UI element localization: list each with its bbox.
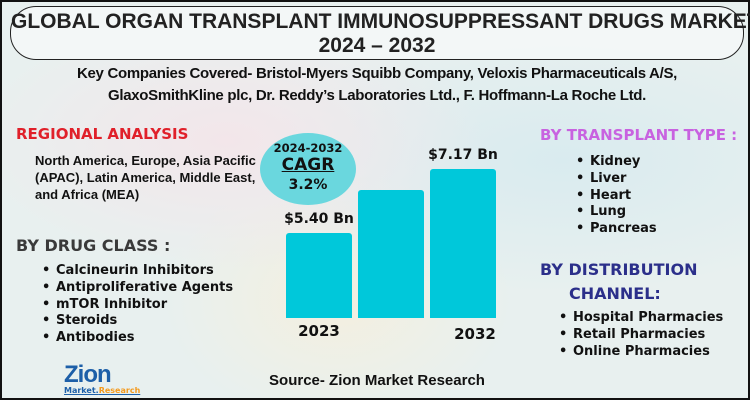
x-tick-label: 2023 xyxy=(298,322,340,340)
transplant-type-list: Kidney Liver Heart Lung Pancreas xyxy=(576,154,657,238)
title-line2: 2024 – 2032 xyxy=(318,34,436,57)
zion-logo: Zion Market.Research xyxy=(64,361,140,398)
logo-subtitle: Market.Research xyxy=(64,386,140,395)
list-item: Kidney xyxy=(576,154,657,171)
list-item: Retail Pharmacies xyxy=(559,327,723,344)
drug-class-list: Calcineurin Inhibitors Antiproliferative… xyxy=(42,263,233,347)
logo-name: Zion xyxy=(64,361,112,388)
transplant-type-heading: BY TRANSPLANT TYPE : xyxy=(540,126,738,144)
bar-mid xyxy=(358,189,424,318)
companies-line2: GlaxoSmithKline plc, Dr. Reddy’s Laborat… xyxy=(107,87,647,104)
bar-2032 xyxy=(430,169,496,318)
companies-line1: Key Companies Covered- Bristol-Myers Squ… xyxy=(76,65,678,82)
drug-class-heading: BY DRUG CLASS : xyxy=(16,236,171,255)
bar-value-label: $7.17 Bn xyxy=(428,147,498,163)
distribution-heading-line1: BY DISTRIBUTION xyxy=(540,260,698,279)
bar-value-label: $5.40 Bn xyxy=(284,211,354,227)
cagr-value: 3.2% xyxy=(288,177,328,193)
list-item: Heart xyxy=(576,188,657,205)
bar-2023 xyxy=(286,233,352,318)
distribution-heading: BY DISTRIBUTION CHANNEL: xyxy=(540,258,697,306)
list-item: Lung xyxy=(576,204,657,221)
regional-text: North America, Europe, Asia Pacific (APA… xyxy=(35,153,256,202)
list-item: Hospital Pharmacies xyxy=(559,310,723,327)
title-line1: GLOBAL ORGAN TRANSPLANT IMMUNOSUPPRESSAN… xyxy=(11,10,750,33)
cagr-badge: 2024-2032 CAGR 3.2% xyxy=(260,133,356,205)
key-companies: Key Companies Covered- Bristol-Myers Squ… xyxy=(2,63,750,107)
list-item: Pancreas xyxy=(576,221,657,238)
list-item: Steroids xyxy=(42,313,233,330)
logo-sub1: Market. xyxy=(64,386,99,395)
title-box: GLOBAL ORGAN TRANSPLANT IMMUNOSUPPRESSAN… xyxy=(10,6,750,60)
regional-heading: REGIONAL ANALYSIS xyxy=(16,125,189,143)
list-item: Online Pharmacies xyxy=(559,344,723,361)
list-item: mTOR Inhibitor xyxy=(42,297,233,314)
cagr-label: CAGR xyxy=(281,155,335,175)
list-item: Antibodies xyxy=(42,330,233,347)
cagr-period: 2024-2032 xyxy=(273,141,343,155)
distribution-list: Hospital Pharmacies Retail Pharmacies On… xyxy=(559,310,723,360)
list-item: Liver xyxy=(576,171,657,188)
list-item: Calcineurin Inhibitors xyxy=(42,263,233,280)
list-item: Antiproliferative Agents xyxy=(42,280,233,297)
x-tick-label: 2032 xyxy=(454,325,496,343)
distribution-heading-line2: CHANNEL: xyxy=(569,284,661,303)
source-text: Source- Zion Market Research xyxy=(269,372,485,389)
logo-sub2: Research xyxy=(98,386,141,395)
